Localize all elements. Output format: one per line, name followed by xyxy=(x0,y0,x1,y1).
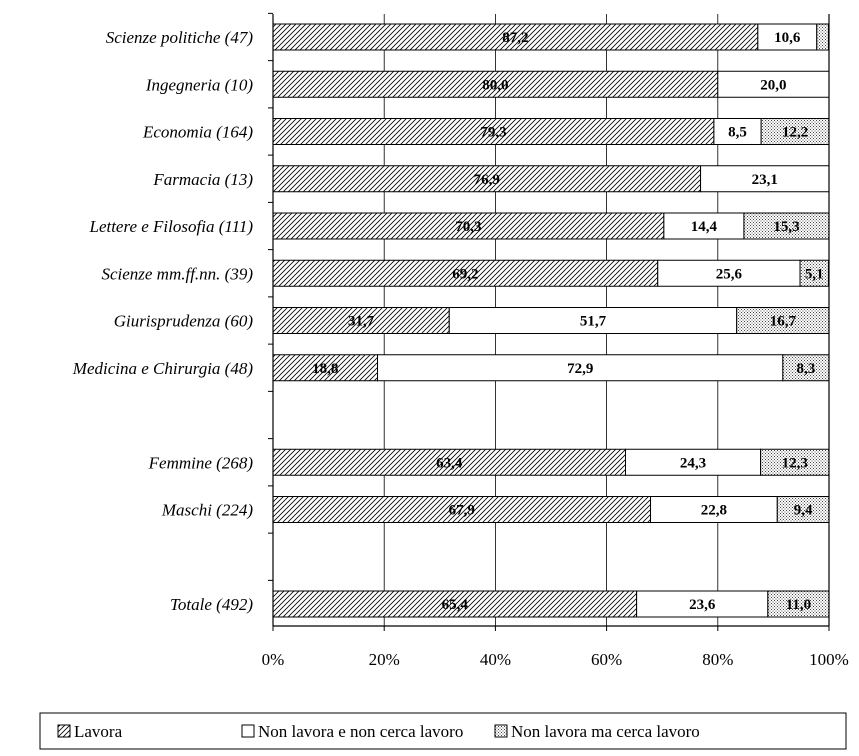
category-label: Giurisprudenza (60) xyxy=(114,312,254,331)
x-tick-label: 0% xyxy=(262,650,285,669)
legend-label: Non lavora ma cerca lavoro xyxy=(511,722,700,741)
bars xyxy=(272,23,830,618)
data-label: 24,3 xyxy=(680,455,706,471)
bar-segment xyxy=(757,23,818,51)
data-label: 72,9 xyxy=(567,361,593,377)
bar-segment xyxy=(717,70,830,98)
data-label: 87,2 xyxy=(502,30,528,46)
data-label: 69,2 xyxy=(452,266,478,282)
legend-label: Non lavora e non cerca lavoro xyxy=(258,722,463,741)
category-label: Economia (164) xyxy=(142,123,253,142)
bar-segment xyxy=(663,212,745,240)
data-label: 18,8 xyxy=(312,361,338,377)
bar-segment xyxy=(636,590,769,618)
labels: Scienze politiche (47) 87,2 10,6 Ingegneria… xyxy=(72,28,849,669)
data-label: 65,4 xyxy=(442,597,469,613)
bar-segment xyxy=(713,118,762,145)
data-label: 8,5 xyxy=(728,125,747,141)
data-label: 22,8 xyxy=(701,503,727,519)
data-label: 12,3 xyxy=(782,455,808,471)
category-label: Lettere e Filosofia (111) xyxy=(88,217,253,236)
bar-segment xyxy=(657,259,801,287)
bar-segment xyxy=(782,354,830,382)
plot-frame xyxy=(268,12,830,631)
data-label: 10,6 xyxy=(774,30,801,46)
data-label: 9,4 xyxy=(794,503,813,519)
data-label: 76,9 xyxy=(474,172,500,188)
data-label: 67,9 xyxy=(449,503,475,519)
legend-swatch xyxy=(57,724,71,738)
data-label: 63,4 xyxy=(436,455,463,471)
legend-swatch xyxy=(494,724,508,738)
bar-segment xyxy=(736,307,830,334)
bar-segment xyxy=(272,259,659,287)
bar-segment xyxy=(799,259,829,287)
bar-segment xyxy=(272,496,652,523)
category-label: Totale (492) xyxy=(170,595,253,614)
data-label: 51,7 xyxy=(580,314,607,330)
data-label: 25,6 xyxy=(716,266,743,282)
bar-segment xyxy=(767,590,830,618)
bar-segment xyxy=(272,165,702,193)
category-label: Scienze politiche (47) xyxy=(106,28,254,47)
category-label: Maschi (224) xyxy=(161,501,253,520)
x-tick-label: 60% xyxy=(591,650,622,669)
bar-segment xyxy=(377,354,784,382)
bar-segment xyxy=(743,212,830,240)
x-tick-label: 20% xyxy=(369,650,400,669)
data-label: 23,6 xyxy=(689,597,716,613)
data-label: 20,0 xyxy=(760,77,786,93)
x-tick-label: 40% xyxy=(480,650,511,669)
bar-segment xyxy=(272,212,665,240)
category-label: Scienze mm.ff.nn. (39) xyxy=(101,264,253,283)
data-label: 23,1 xyxy=(752,172,778,188)
data-label: 31,7 xyxy=(348,314,375,330)
legend-label: Lavora xyxy=(74,722,123,741)
x-tick-label: 100% xyxy=(809,650,849,669)
data-label: 70,3 xyxy=(455,219,481,235)
data-label: 15,3 xyxy=(773,219,799,235)
data-label: 79,3 xyxy=(480,125,506,141)
category-label: Medicina e Chirurgia (48) xyxy=(72,359,254,378)
bar-segment xyxy=(272,23,759,51)
bar-segment xyxy=(272,354,379,382)
data-label: 14,4 xyxy=(691,219,718,235)
bar-segment xyxy=(760,118,830,145)
data-label: 16,7 xyxy=(770,314,797,330)
legend-box xyxy=(39,712,847,750)
bar-segment xyxy=(272,307,450,334)
bar-segment xyxy=(272,590,638,618)
data-label: 8,3 xyxy=(797,361,816,377)
bar-segment xyxy=(816,23,829,51)
legend-swatch xyxy=(241,724,255,738)
bar-segment xyxy=(700,165,830,193)
x-tick-label: 80% xyxy=(702,650,733,669)
category-label: Ingegneria (10) xyxy=(145,75,254,94)
data-label: 12,2 xyxy=(782,125,808,141)
legend: Lavora Non lavora e non cerca lavoro Non l… xyxy=(39,712,847,750)
bar-segment xyxy=(650,496,778,523)
category-label: Farmacia (13) xyxy=(152,170,253,189)
bar-segment xyxy=(448,307,738,334)
bar-segment xyxy=(776,496,830,523)
bar-segment xyxy=(272,448,627,476)
data-label: 80,0 xyxy=(482,77,508,93)
data-label: 11,0 xyxy=(786,597,811,613)
category-label: Femmine (268) xyxy=(148,453,254,472)
data-label: 5,1 xyxy=(805,266,824,282)
